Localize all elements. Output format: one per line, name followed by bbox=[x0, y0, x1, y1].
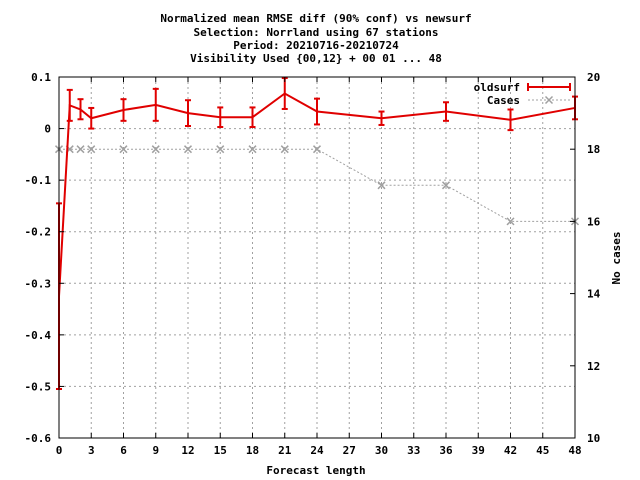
oldsurf-error-bar bbox=[443, 101, 449, 122]
oldsurf-error-bar bbox=[66, 88, 73, 122]
cases-point bbox=[76, 145, 85, 154]
oldsurf-error-bar bbox=[249, 106, 256, 129]
oldsurf-error-bar bbox=[217, 106, 224, 129]
cases-point bbox=[183, 145, 193, 154]
oldsurf-error-bar bbox=[152, 87, 159, 122]
y2-tick-label: 16 bbox=[587, 215, 601, 228]
cases-point bbox=[87, 145, 96, 154]
chart-title-line-2: Selection: Norrland using 67 stations bbox=[193, 26, 438, 39]
x-tick-label: 15 bbox=[214, 444, 227, 457]
cross-stroke bbox=[76, 145, 85, 154]
y2-axis-label: No cases bbox=[610, 232, 623, 285]
cross-stroke bbox=[87, 145, 96, 154]
x-tick-label: 9 bbox=[152, 444, 159, 457]
cross-stroke bbox=[544, 95, 554, 105]
cross-stroke bbox=[151, 145, 160, 154]
x-tick-label: 45 bbox=[536, 444, 549, 457]
y-tick-label: 0 bbox=[44, 123, 51, 136]
cross-stroke bbox=[312, 145, 322, 154]
cross-stroke bbox=[248, 145, 257, 154]
cases-point bbox=[151, 145, 160, 154]
cases-point bbox=[216, 145, 225, 154]
cross-stroke bbox=[506, 217, 515, 226]
y-tick-label: -0.4 bbox=[25, 329, 52, 342]
y-tick-label: 0.1 bbox=[31, 71, 51, 84]
y2-tick-label: 10 bbox=[587, 432, 600, 445]
y-tick-label: -0.3 bbox=[25, 277, 52, 290]
x-axis-ticks: 0 3 6 9 12 15 18 21 24 27 30 33 36 39 42 45 48 bbox=[56, 77, 582, 457]
x-tick-label: 30 bbox=[375, 444, 388, 457]
cases-point bbox=[506, 217, 515, 226]
y-tick-label: -0.1 bbox=[25, 174, 52, 187]
oldsurf-error-bar bbox=[281, 77, 288, 110]
cross-stroke bbox=[216, 145, 225, 154]
cross-stroke bbox=[119, 145, 128, 154]
x-tick-label: 18 bbox=[246, 444, 259, 457]
x-axis-label: Forecast length bbox=[266, 464, 365, 477]
legend-label-cases: Cases bbox=[487, 94, 520, 107]
legend-label-oldsurf: oldsurf bbox=[474, 81, 520, 94]
oldsurf-error-bar bbox=[77, 98, 84, 121]
x-tick-label: 39 bbox=[472, 444, 485, 457]
x-tick-label: 21 bbox=[278, 444, 292, 457]
cases-line bbox=[59, 148, 575, 222]
chart-title: Normalized mean RMSE diff (90% conf) vs … bbox=[160, 12, 471, 65]
y2-axis-ticks: 10 12 14 16 18 20 bbox=[570, 71, 601, 445]
cases-point bbox=[441, 181, 451, 190]
oldsurf-error-bar bbox=[378, 110, 385, 126]
x-tick-label: 33 bbox=[407, 444, 420, 457]
y-tick-label: -0.6 bbox=[25, 432, 52, 445]
cases-point bbox=[312, 145, 322, 154]
y2-tick-label: 20 bbox=[587, 71, 600, 84]
x-tick-label: 48 bbox=[568, 444, 581, 457]
oldsurf-error-bar bbox=[314, 97, 320, 126]
cases-point bbox=[119, 145, 128, 154]
x-tick-label: 3 bbox=[88, 444, 95, 457]
x-tick-label: 24 bbox=[310, 444, 324, 457]
oldsurf-error-bar bbox=[507, 108, 514, 132]
y-axis-ticks: -0.6 -0.5 -0.4 -0.3 -0.2 -0.1 0 0.1 bbox=[25, 71, 64, 445]
oldsurf-error-bar bbox=[120, 98, 127, 122]
oldsurf-error-bar bbox=[88, 106, 95, 130]
cross-stroke bbox=[280, 145, 289, 154]
cases-point bbox=[377, 181, 386, 190]
cases-point bbox=[248, 145, 257, 154]
chart-title-line-4: Visibility Used {00,12} + 00 01 ... 48 bbox=[190, 52, 442, 65]
y-tick-label: -0.5 bbox=[25, 380, 52, 393]
oldsurf-error-bar bbox=[185, 99, 191, 127]
chart-title-line-3: Period: 20210716-20210724 bbox=[233, 39, 399, 52]
x-tick-label: 6 bbox=[120, 444, 127, 457]
cross-stroke bbox=[377, 181, 386, 190]
x-tick-label: 12 bbox=[181, 444, 194, 457]
y2-tick-label: 18 bbox=[587, 143, 600, 156]
y2-tick-label: 14 bbox=[587, 288, 601, 301]
x-tick-label: 27 bbox=[343, 444, 356, 457]
grid-lines bbox=[58, 76, 576, 439]
cross-stroke bbox=[183, 145, 193, 154]
x-tick-label: 36 bbox=[439, 444, 453, 457]
y2-tick-label: 12 bbox=[587, 360, 600, 373]
x-tick-label: 42 bbox=[504, 444, 517, 457]
y-tick-label: -0.2 bbox=[25, 226, 52, 239]
legend-swatch-cases-marker bbox=[544, 95, 554, 105]
cross-stroke bbox=[441, 181, 451, 190]
chart-title-line-1: Normalized mean RMSE diff (90% conf) vs … bbox=[160, 12, 471, 25]
x-tick-label: 0 bbox=[56, 444, 63, 457]
cases-point bbox=[280, 145, 289, 154]
